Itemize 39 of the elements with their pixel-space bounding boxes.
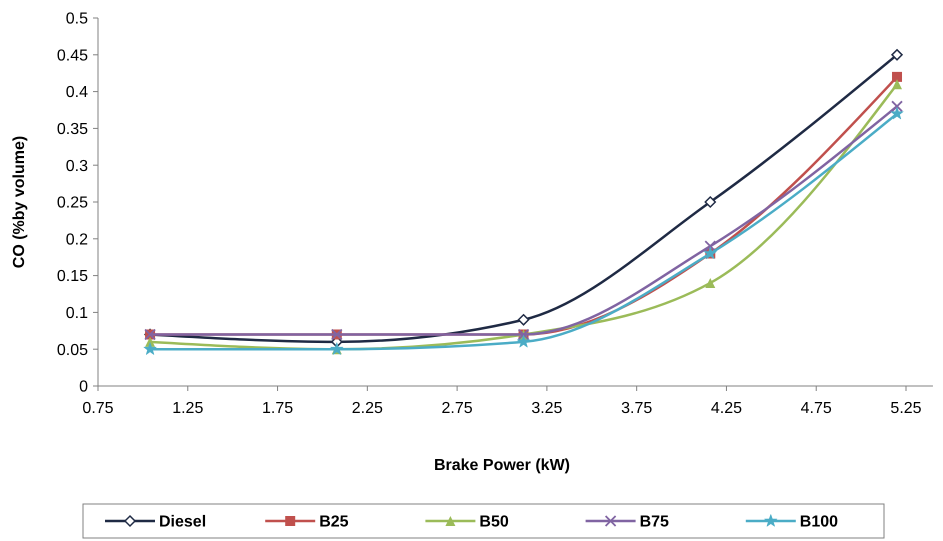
x-tick-label: 5.25 [890,400,922,417]
legend-label: B25 [319,514,349,531]
point [892,79,902,90]
legend-label: B75 [640,514,670,531]
y-tick-label: 0 [79,378,88,396]
y-tick-label: 0.4 [66,84,88,102]
point [705,278,716,288]
y-tick-label: 0.3 [66,158,88,175]
point [704,240,716,252]
legend-label: Diesel [159,514,206,531]
x-tick-label: 0.75 [82,400,114,417]
y-tick-label: 0.5 [66,10,88,28]
legend-label: B50 [479,514,509,531]
point [892,72,902,82]
point [144,342,157,355]
y-axis-title: CO (%by volume) [11,136,28,268]
point [891,49,903,61]
point [518,314,530,326]
x-tick-label: 1.75 [262,400,294,417]
y-tick-label: 0.1 [66,305,88,322]
x-tick-label: 4.25 [710,400,742,417]
y-tick-label: 0.45 [56,47,88,64]
x-tick-label: 2.75 [442,400,473,417]
y-tick-label: 0.15 [56,268,88,286]
y-tick-label: 0.05 [56,342,88,359]
x-axis-title: Brake Power (kW) [434,457,570,474]
y-tick-label: 0.2 [66,231,88,248]
y-tick-label: 0.25 [56,194,88,212]
x-tick-label: 4.75 [800,400,832,417]
y-tick-label: 0.35 [56,121,88,138]
point [891,100,903,112]
point [890,106,904,120]
x-tick-label: 2.25 [352,400,384,417]
x-tick-label: 3.75 [621,400,652,417]
x-tick-label: 3.25 [531,400,563,417]
point [517,335,530,348]
x-tick-label: 1.25 [172,400,204,417]
legend-label: B100 [800,514,838,531]
point [704,196,716,208]
